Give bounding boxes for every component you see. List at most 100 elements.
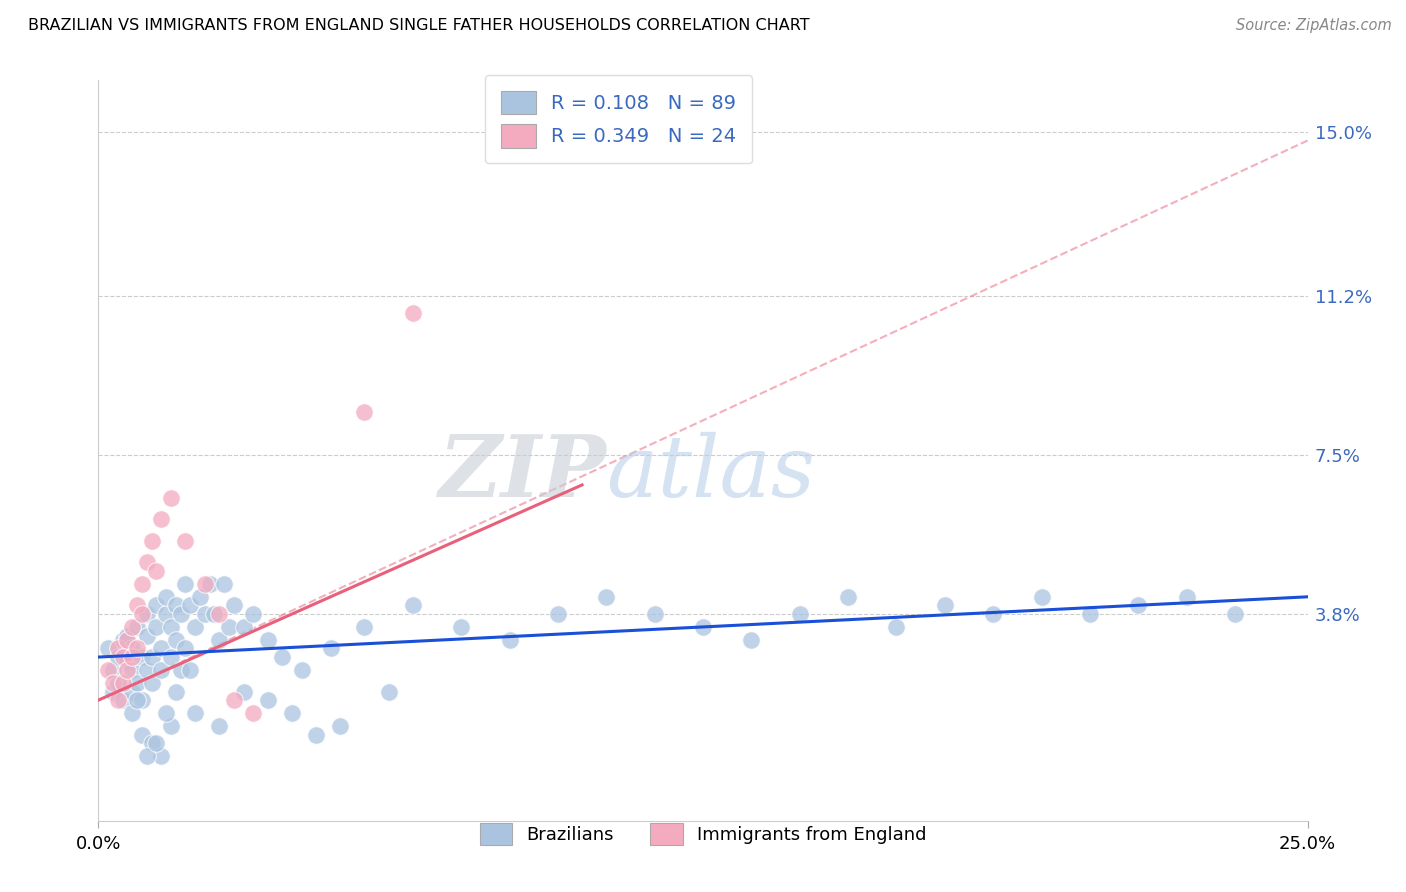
Point (377, 684, 399, 698)
Point (160, 620, 183, 634)
Point (208, 719, 231, 733)
Point (212, 577, 235, 591)
Point (256, 693, 278, 707)
Point (208, 632, 231, 647)
Point (135, 629, 157, 643)
Point (97, 663, 120, 677)
Point (222, 599, 245, 613)
Point (107, 650, 129, 665)
Point (150, 641, 173, 656)
Point (150, 512, 173, 526)
Point (101, 676, 124, 690)
Point (981, 607, 1004, 621)
Point (135, 555, 157, 569)
Point (329, 719, 352, 733)
Point (319, 641, 342, 656)
Point (127, 676, 149, 690)
Point (169, 663, 191, 677)
Point (111, 632, 134, 647)
Point (595, 590, 617, 604)
Point (789, 607, 811, 621)
Point (174, 641, 197, 656)
Point (271, 650, 294, 665)
Point (117, 654, 139, 668)
Point (155, 590, 177, 604)
Point (121, 663, 143, 677)
Point (174, 533, 197, 548)
Point (1223, 607, 1246, 621)
Point (121, 641, 143, 656)
Point (1078, 607, 1101, 621)
Point (194, 607, 217, 621)
Point (101, 663, 124, 677)
Point (145, 736, 167, 750)
Point (232, 620, 254, 634)
Point (131, 577, 153, 591)
Point (353, 405, 375, 419)
Point (135, 663, 157, 677)
Point (179, 663, 201, 677)
Point (141, 533, 163, 548)
Point (204, 607, 226, 621)
Point (160, 491, 183, 505)
Text: BRAZILIAN VS IMMIGRANTS FROM ENGLAND SINGLE FATHER HOUSEHOLDS CORRELATION CHART: BRAZILIAN VS IMMIGRANTS FROM ENGLAND SIN… (28, 18, 810, 33)
Point (450, 620, 472, 634)
Point (121, 650, 143, 665)
Point (150, 663, 173, 677)
Point (160, 719, 183, 733)
Legend: Brazilians, Immigrants from England: Brazilians, Immigrants from England (472, 816, 934, 853)
Point (127, 693, 149, 707)
Point (131, 727, 153, 741)
Point (107, 641, 129, 656)
Point (155, 706, 177, 720)
Point (117, 663, 139, 677)
Point (165, 684, 187, 698)
Point (290, 663, 312, 677)
Point (1031, 590, 1053, 604)
Point (498, 632, 520, 647)
Point (121, 706, 143, 720)
Point (692, 620, 714, 634)
Point (232, 684, 254, 698)
Point (101, 684, 124, 698)
Point (145, 620, 167, 634)
Point (402, 599, 425, 613)
Point (184, 706, 207, 720)
Point (198, 577, 221, 591)
Point (141, 650, 163, 665)
Point (111, 676, 134, 690)
Point (131, 607, 153, 621)
Point (150, 749, 173, 764)
Point (165, 599, 187, 613)
Point (184, 620, 207, 634)
Point (141, 736, 163, 750)
Point (121, 620, 143, 634)
Point (281, 706, 304, 720)
Point (1175, 590, 1198, 604)
Point (145, 564, 167, 578)
Point (117, 632, 139, 647)
Point (188, 590, 211, 604)
Point (402, 306, 425, 320)
Text: atlas: atlas (606, 432, 815, 514)
Point (837, 590, 859, 604)
Text: Source: ZipAtlas.com: Source: ZipAtlas.com (1236, 18, 1392, 33)
Point (740, 632, 762, 647)
Text: ZIP: ZIP (439, 431, 606, 515)
Point (107, 676, 129, 690)
Point (165, 632, 187, 647)
Point (305, 727, 328, 741)
Point (127, 641, 149, 656)
Point (107, 693, 129, 707)
Point (160, 650, 183, 665)
Point (141, 676, 163, 690)
Point (208, 607, 231, 621)
Point (242, 706, 264, 720)
Point (155, 607, 177, 621)
Point (222, 693, 245, 707)
Point (135, 749, 157, 764)
Point (547, 607, 569, 621)
Point (644, 607, 666, 621)
Point (97, 641, 120, 656)
Point (194, 577, 217, 591)
